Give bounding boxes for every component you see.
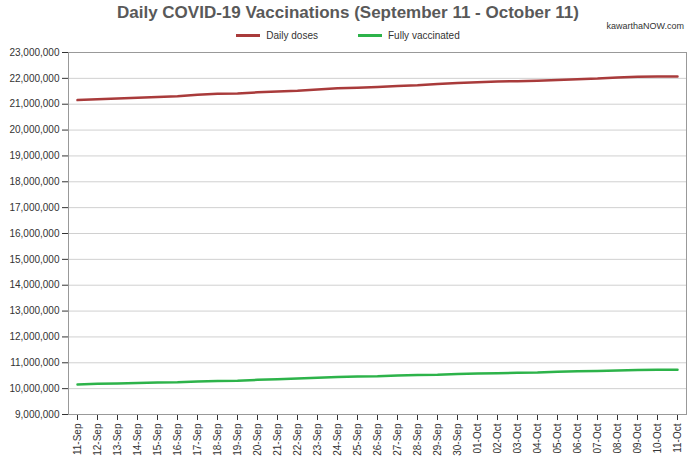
svg-text:17,000,000: 17,000,000 [9, 202, 59, 213]
svg-text:30-Sep: 30-Sep [452, 423, 463, 456]
svg-text:22,000,000: 22,000,000 [9, 73, 59, 84]
svg-text:04-Oct: 04-Oct [532, 423, 543, 453]
svg-text:21-Sep: 21-Sep [272, 423, 283, 456]
svg-text:18-Sep: 18-Sep [212, 423, 223, 456]
svg-text:15-Sep: 15-Sep [152, 423, 163, 456]
svg-text:02-Oct: 02-Oct [492, 423, 503, 453]
svg-text:01-Oct: 01-Oct [472, 423, 483, 453]
svg-text:12,000,000: 12,000,000 [9, 331, 59, 342]
svg-text:28-Sep: 28-Sep [412, 423, 423, 456]
svg-text:22-Sep: 22-Sep [292, 423, 303, 456]
svg-text:16-Sep: 16-Sep [172, 423, 183, 456]
svg-text:29-Sep: 29-Sep [432, 423, 443, 456]
svg-text:15,000,000: 15,000,000 [9, 254, 59, 265]
svg-text:19,000,000: 19,000,000 [9, 150, 59, 161]
svg-text:14,000,000: 14,000,000 [9, 279, 59, 290]
svg-text:10,000,000: 10,000,000 [9, 383, 59, 394]
svg-text:24-Sep: 24-Sep [332, 423, 343, 456]
html-text:kawarthaNOW.com: kawarthaNOW.com [606, 21, 684, 31]
html-text:Fully vaccinated: Fully vaccinated [388, 29, 460, 41]
svg-text:16,000,000: 16,000,000 [9, 228, 59, 239]
svg-text:9,000,000: 9,000,000 [15, 409, 60, 420]
svg-text:27-Sep: 27-Sep [392, 423, 403, 456]
svg-text:19-Sep: 19-Sep [232, 423, 243, 456]
html-text:Daily COVID-19 Vaccinations (S: Daily COVID-19 Vaccinations (September 1… [117, 3, 579, 22]
svg-text:14-Sep: 14-Sep [132, 423, 143, 456]
svg-text:13-Sep: 13-Sep [112, 423, 123, 456]
svg-text:17-Sep: 17-Sep [192, 423, 203, 456]
html-text:Daily doses: Daily doses [266, 29, 318, 41]
svg-text:21,000,000: 21,000,000 [9, 98, 59, 109]
svg-text:07-Oct: 07-Oct [592, 423, 603, 453]
svg-text:09-Oct: 09-Oct [632, 423, 643, 453]
svg-text:25-Sep: 25-Sep [352, 423, 363, 456]
svg-text:10-Oct: 10-Oct [652, 423, 663, 453]
svg-text:20,000,000: 20,000,000 [9, 124, 59, 135]
svg-text:05-Oct: 05-Oct [552, 423, 563, 453]
svg-text:13,000,000: 13,000,000 [9, 305, 59, 316]
svg-text:03-Oct: 03-Oct [512, 423, 523, 453]
svg-text:12-Sep: 12-Sep [92, 423, 103, 456]
svg-text:20-Sep: 20-Sep [252, 423, 263, 456]
svg-text:26-Sep: 26-Sep [372, 423, 383, 456]
svg-text:18,000,000: 18,000,000 [9, 176, 59, 187]
svg-text:11-Oct: 11-Oct [672, 423, 683, 452]
svg-text:23,000,000: 23,000,000 [9, 47, 59, 58]
svg-text:23-Sep: 23-Sep [312, 423, 323, 456]
svg-text:08-Oct: 08-Oct [612, 423, 623, 453]
svg-text:11,000,000: 11,000,000 [10, 357, 60, 368]
svg-text:11-Sep: 11-Sep [72, 423, 83, 455]
svg-text:06-Oct: 06-Oct [572, 423, 583, 453]
